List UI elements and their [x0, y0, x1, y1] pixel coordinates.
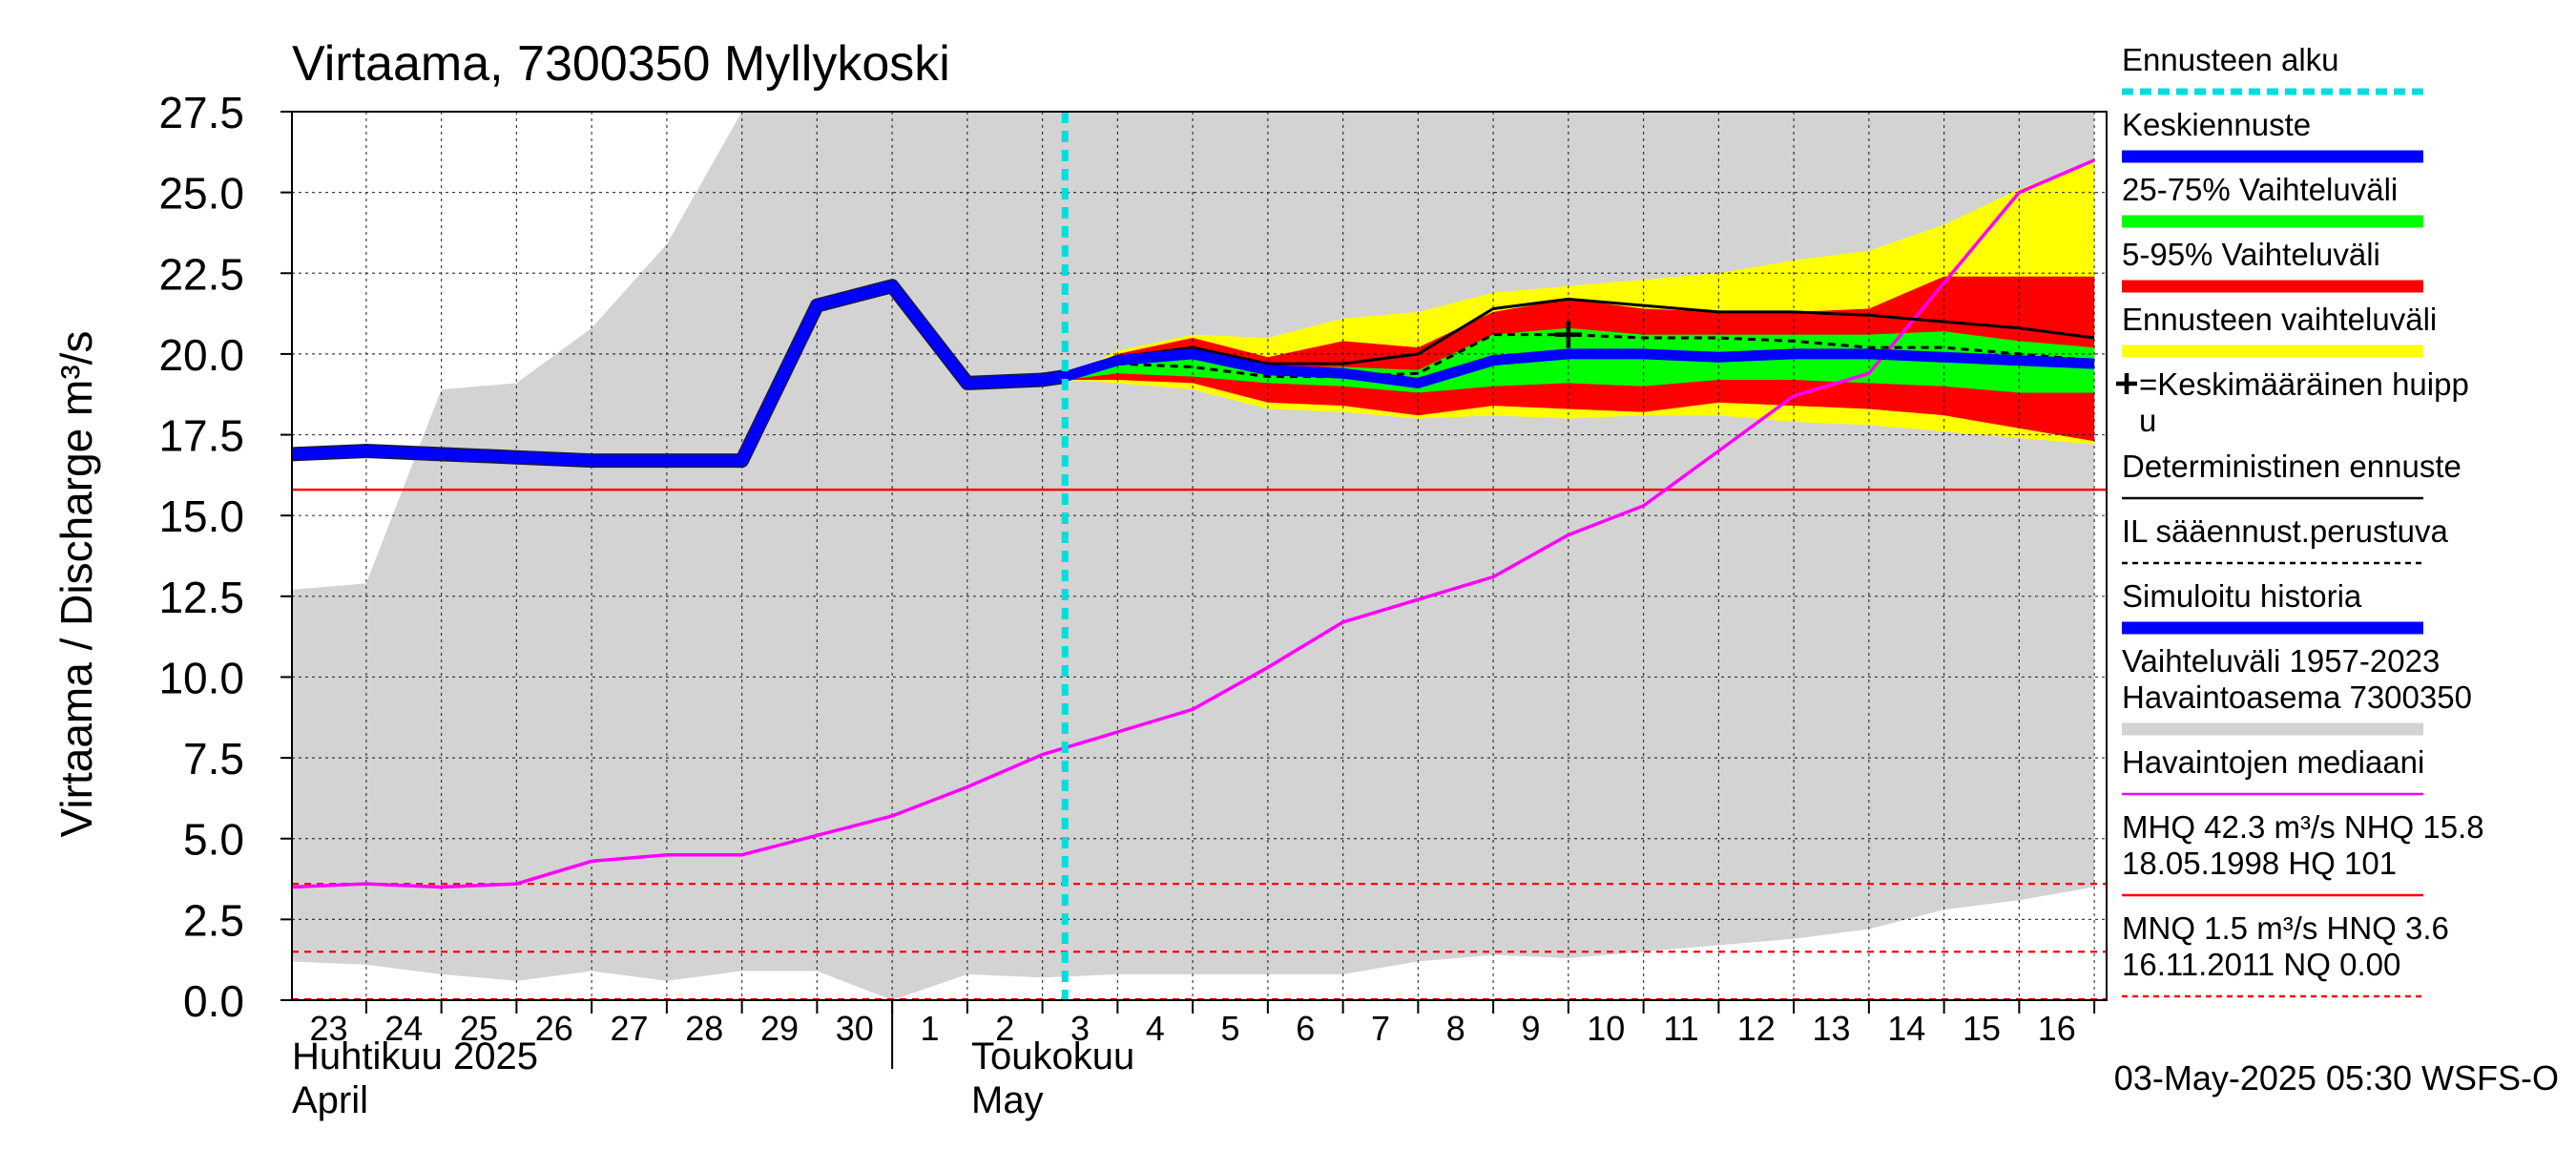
legend-label-il_saaennuste: IL sääennust.perustuva: [2122, 513, 2448, 549]
mean-forecast-line: [1063, 348, 2095, 388]
plot-frame: [291, 111, 2108, 1001]
legend-label-keskiennuste: Keskiennuste: [2122, 107, 2311, 142]
x-tick-label: 5: [1220, 1009, 1239, 1048]
legend-label-range_25_75: 25-75% Vaihteluväli: [2122, 172, 2398, 207]
x-tick-label: 10: [1587, 1009, 1625, 1048]
y-tick-label: 22.5: [158, 249, 244, 299]
legend-label-mhq: 18.05.1998 HQ 101: [2122, 846, 2397, 881]
legend-label-keskimaarainen_huippu: =Keskimääräinen huipp: [2139, 366, 2469, 402]
y-tick-label: 25.0: [158, 169, 244, 219]
x-tick-label: 6: [1296, 1009, 1315, 1048]
legend-label-mnq: MNQ 1.5 m³/s HNQ 3.6: [2122, 910, 2449, 946]
legend: Ennusteen alku Keskiennuste 25-75% Vaihtel…: [2116, 42, 2484, 998]
x-tick-label: 24: [384, 1009, 423, 1048]
legend-label-mhq: MHQ 42.3 m³/s NHQ 15.8: [2122, 809, 2484, 845]
x-tick-label: 4: [1146, 1009, 1165, 1048]
observed-median-line: [292, 158, 2095, 889]
legend-label-mnq: 16.11.2011 NQ 0.00: [2122, 947, 2400, 982]
deterministic-forecast-line: [1064, 297, 2095, 379]
y-tick-label: 15.0: [158, 491, 244, 541]
y-tick-label: 0.0: [183, 976, 244, 1026]
x-tick-label: 8: [1446, 1009, 1465, 1048]
x-tick-label: 25: [460, 1009, 498, 1048]
legend-label-range_5_95: 5-95% Vaihteluväli: [2122, 237, 2380, 272]
legend-plus-icon: [2116, 373, 2137, 394]
simulated-history-line: [292, 280, 1067, 467]
x-tick-label: 23: [309, 1009, 347, 1048]
x-tick-label: 26: [535, 1009, 573, 1048]
chart-title: Virtaama, 7300350 Myllykoski: [292, 36, 950, 92]
x-tick-label: 12: [1737, 1009, 1776, 1048]
month-label-may-fi: Toukokuu: [971, 1035, 1134, 1077]
x-tick-label: 29: [760, 1009, 799, 1048]
y-tick-label: 10.0: [158, 653, 244, 702]
y-tick-label: 17.5: [158, 411, 244, 461]
x-tick-label: 11: [1663, 1009, 1698, 1048]
x-tick-label: 27: [610, 1009, 648, 1048]
x-tick-label: 13: [1812, 1009, 1850, 1048]
month-label-may-en: May: [971, 1079, 1044, 1121]
y-tick-label: 12.5: [158, 573, 244, 622]
x-tick-label: 3: [1070, 1009, 1090, 1048]
legend-label-simuloitu_historia: Simuloitu historia: [2122, 578, 2362, 614]
y-tick-label: 2.5: [183, 895, 244, 945]
legend-label-vaihteluvali: Vaihteluväli 1957-2023: [2122, 643, 2440, 679]
plot-area: [292, 112, 2107, 1000]
x-tick-label: 14: [1887, 1009, 1925, 1048]
y-tick-label: 5.0: [183, 815, 244, 865]
x-tick-label: 30: [836, 1009, 874, 1048]
x-tick-label: 28: [685, 1009, 723, 1048]
x-tick-label: 15: [1963, 1009, 2001, 1048]
x-tick-label: 9: [1521, 1009, 1540, 1048]
legend-label-keskimaarainen_huippu: u: [2139, 403, 2156, 438]
legend-label-vaihteluvali: Havaintoasema 7300350: [2122, 680, 2472, 715]
y-axis-label: Virtaama / Discharge m³/s: [52, 331, 101, 838]
legend-label-ennusteen_vaihteluvali: Ennusteen vaihteluväli: [2122, 302, 2437, 337]
grid: [292, 112, 2107, 1000]
month-label-april-fi: Huhtikuu 2025: [292, 1035, 538, 1077]
legend-label-havaintojen_mediaani: Havaintojen mediaani: [2122, 744, 2424, 780]
month-label-april-en: April: [292, 1079, 368, 1121]
x-tick-label: 16: [2038, 1009, 2076, 1048]
x-tick-label: 1: [920, 1009, 939, 1048]
x-tick-label: 7: [1371, 1009, 1390, 1048]
legend-label-ennusteen_alku: Ennusteen alku: [2122, 42, 2339, 77]
timestamp-footer: 03-May-2025 05:30 WSFS-O: [2114, 1058, 2559, 1098]
y-tick-label: 20.0: [158, 330, 244, 380]
legend-label-deterministinen_ennuste: Deterministinen ennuste: [2122, 449, 2462, 484]
y-tick-label: 27.5: [158, 88, 244, 137]
y-tick-label: 7.5: [183, 734, 244, 784]
x-tick-label: 2: [995, 1009, 1014, 1048]
mean-peak-marker: [1554, 321, 1582, 348]
